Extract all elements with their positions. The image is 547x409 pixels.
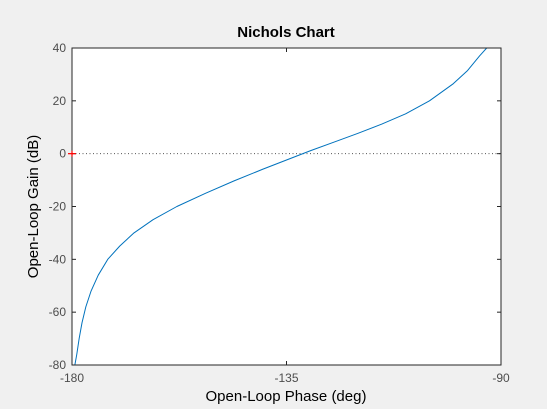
x-tick-label: -180: [60, 371, 84, 385]
x-tick-label: -135: [274, 371, 298, 385]
critical-point-marker: [68, 150, 76, 157]
ticks-layer: -180 -135 -90 -80 -60 -40 -20 0 20 40: [49, 41, 510, 385]
x-tick-label: -90: [492, 371, 510, 385]
y-tick-label: 20: [53, 94, 67, 108]
y-axis-label: Open-Loop Gain (dB): [25, 135, 42, 278]
x-axis-label: Open-Loop Phase (deg): [206, 388, 367, 405]
y-tick-label: -60: [49, 305, 67, 319]
series-line-1: [74, 48, 488, 365]
y-tick-label: 0: [59, 147, 66, 161]
y-tick-label: -80: [49, 358, 67, 372]
y-tick-label: 40: [53, 41, 67, 55]
series-layer: [74, 48, 488, 365]
y-tick-label: -20: [49, 200, 67, 214]
chart-title: Nichols Chart: [237, 24, 335, 41]
y-tick-label: -40: [49, 252, 67, 266]
